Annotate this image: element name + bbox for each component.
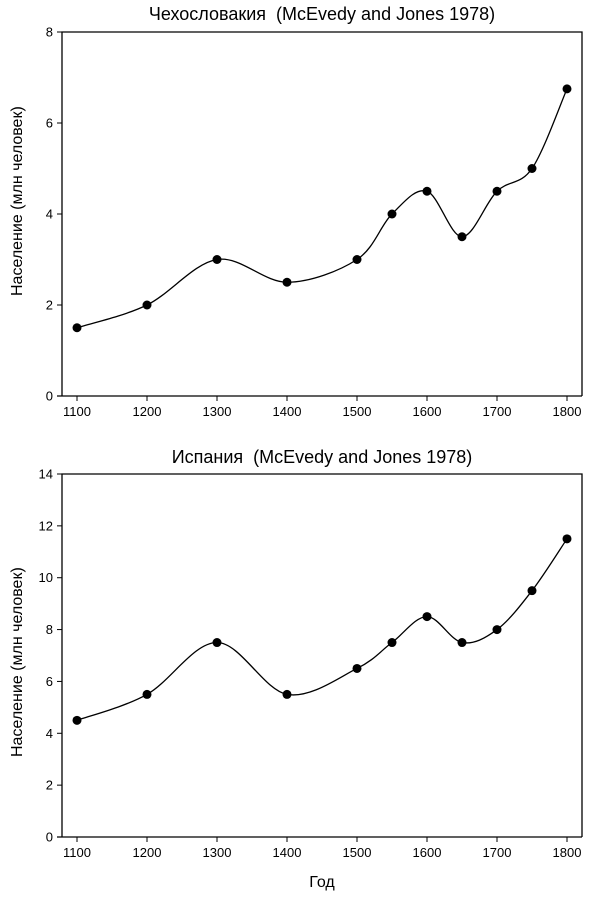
data-point-marker (212, 255, 222, 264)
x-tick-label: 1100 (63, 845, 91, 860)
y-tick-label: 6 (46, 116, 53, 131)
y-tick-label: 0 (46, 389, 53, 404)
plot-area: 0 2 4 6 8 1100 1200 1300 1400 1500 1600 1700 1800 (46, 25, 583, 419)
x-tick-label: 1100 (63, 404, 91, 419)
series-line (76, 538, 568, 721)
x-tick-label: 1600 (413, 404, 442, 419)
x-tick-label: 1600 (413, 845, 442, 860)
data-point-marker (422, 186, 432, 196)
data-point-marker (212, 638, 222, 648)
chart-spain: Испания (McEvedy and Jones 1978) Населен… (0, 440, 600, 900)
x-tick-label: 1200 (133, 404, 162, 419)
data-point-marker (562, 534, 572, 544)
y-tick-label: 4 (46, 726, 53, 741)
data-point-marker (282, 689, 292, 699)
data-point-marker (492, 186, 502, 196)
plot-area: 0 2 4 6 8 10 12 14 1100 1200 1300 1400 1500 1600 1700 1… (39, 467, 583, 860)
data-point-marker (142, 689, 152, 699)
data-point-marker (422, 612, 432, 622)
y-tick-label: 0 (46, 830, 53, 845)
y-tick-label: 2 (46, 298, 53, 313)
data-point-marker (527, 586, 537, 596)
data-point-marker (72, 715, 82, 725)
x-tick-label: 1300 (203, 404, 232, 419)
data-point-marker (457, 232, 467, 242)
x-tick-label: 1800 (553, 404, 582, 419)
data-point-marker (387, 638, 397, 648)
plot-frame (61, 473, 583, 837)
data-point-marker (387, 209, 397, 219)
x-tick-label: 1200 (133, 845, 162, 860)
data-point-marker (457, 638, 467, 648)
x-tick-label: 1500 (343, 404, 372, 419)
y-tick-label: 6 (46, 674, 53, 689)
y-tick-label: 4 (46, 207, 53, 222)
y-tick-label: 14 (39, 467, 53, 482)
y-tick-label: 8 (46, 25, 53, 40)
data-point-marker (527, 164, 537, 173)
chart-title: Чехословакия (McEvedy and Jones 1978) (148, 4, 496, 24)
data-point-marker (352, 663, 362, 673)
y-tick-label: 2 (46, 778, 53, 793)
x-tick-label: 1700 (483, 404, 512, 419)
x-tick-label: 1400 (273, 404, 302, 419)
x-tick-label: 1300 (203, 845, 232, 860)
y-tick-label: 12 (39, 518, 53, 533)
data-point-marker (72, 323, 82, 333)
data-point-marker (142, 300, 152, 310)
x-tick-label: 1800 (553, 845, 582, 860)
data-point-marker (282, 277, 292, 287)
chart-title: Испания (McEvedy and Jones 1978) (171, 447, 473, 467)
series-line (76, 88, 568, 329)
y-tick-label: 8 (46, 622, 53, 637)
plot-frame (61, 31, 583, 396)
data-point-marker (492, 625, 502, 635)
y-tick-label: 10 (39, 570, 53, 585)
x-tick-label: 1700 (483, 845, 512, 860)
x-tick-label: 1500 (343, 845, 372, 860)
x-tick-label: 1400 (273, 845, 302, 860)
data-point-marker (352, 255, 362, 264)
x-axis-label: Год (309, 874, 335, 891)
chart-czechoslovakia: Чехословакия (McEvedy and Jones 1978) На… (0, 0, 600, 440)
data-point-marker (562, 84, 572, 94)
